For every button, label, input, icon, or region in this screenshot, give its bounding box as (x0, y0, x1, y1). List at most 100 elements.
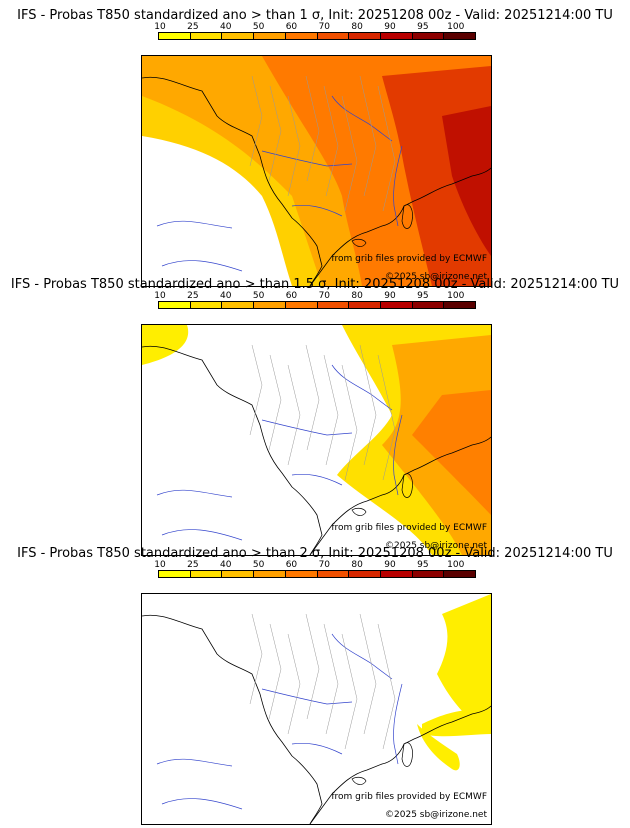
river (261, 419, 353, 436)
river (393, 414, 403, 496)
scale-color-swatch (222, 302, 255, 308)
river (261, 150, 353, 167)
island-outline (401, 742, 413, 767)
scale-tick-label: 40 (219, 560, 232, 570)
island-outline (401, 473, 413, 498)
scale-color-swatch (444, 33, 476, 39)
probability-map: from grib files provided by ECMWF ©2025 … (141, 55, 492, 287)
border-line (268, 623, 282, 720)
scale-tick-label: 90 (384, 291, 396, 301)
prob-area-10 (437, 594, 491, 734)
scale-color-swatch (254, 571, 286, 577)
scale-color-swatch (349, 571, 381, 577)
scale-tick-label: 90 (384, 560, 396, 570)
scale-color-swatch (159, 571, 191, 577)
color-scale-labels: 10 25 40 50 60 70 80 90 95 100 (154, 22, 476, 32)
border-line (359, 75, 377, 197)
scale-color-swatch (444, 302, 476, 308)
island-outline (401, 204, 413, 229)
scale-color-swatch (254, 302, 286, 308)
scale-tick-label: 40 (219, 291, 232, 301)
map-canvas (142, 594, 491, 824)
probability-map: from grib files provided by ECMWF ©2025 … (141, 324, 492, 556)
border-line (323, 85, 339, 197)
river (156, 758, 233, 767)
island-outline (351, 507, 367, 516)
border-line (359, 613, 377, 735)
border-line (305, 75, 320, 182)
border-line (377, 85, 396, 212)
scale-tick-label: 10 (154, 291, 166, 301)
scale-tick-label: 70 (318, 22, 331, 32)
scale-tick-label: 25 (187, 22, 199, 32)
scale-tick-label: 100 (447, 291, 465, 301)
scale-color-swatch (190, 33, 223, 39)
scale-color-swatch (222, 33, 255, 39)
scale-color-swatch (349, 302, 381, 308)
scale-color-swatch (285, 33, 318, 39)
scale-color-swatch (159, 33, 191, 39)
scale-tick-label: 95 (417, 560, 429, 570)
border-line (268, 354, 282, 451)
scale-tick-label: 95 (417, 291, 429, 301)
island-outline (351, 238, 367, 247)
scale-tick-label: 70 (318, 291, 331, 301)
map-canvas (142, 56, 491, 286)
scale-tick-label: 60 (285, 22, 298, 32)
map-canvas (142, 325, 491, 555)
color-scale-bar (158, 301, 476, 309)
border-line (323, 354, 339, 466)
river (261, 688, 353, 705)
scale-tick-label: 10 (154, 560, 166, 570)
scale-tick-label: 90 (384, 22, 396, 32)
scale-tick-label: 70 (318, 560, 331, 570)
scale-tick-label: 95 (417, 22, 429, 32)
scale-color-swatch (412, 33, 445, 39)
scale-tick-label: 10 (154, 22, 166, 32)
scale-color-swatch (412, 302, 445, 308)
scale-color-swatch (412, 571, 445, 577)
border-line (249, 344, 263, 436)
map-title: IFS - Probas T850 standardized ano > tha… (17, 8, 613, 23)
river (331, 633, 393, 680)
scale-tick-label: 50 (252, 560, 265, 570)
scale-tick-label: 80 (351, 22, 363, 32)
scale-color-swatch (317, 33, 350, 39)
scale-tick-label: 25 (187, 560, 199, 570)
prob-area-90 (442, 106, 491, 256)
scale-color-swatch (380, 571, 413, 577)
color-scale-labels: 10 25 40 50 60 70 80 90 95 100 (154, 560, 476, 570)
border-line (249, 75, 263, 167)
scale-color-swatch (285, 302, 318, 308)
scale-color-swatch (380, 33, 413, 39)
scale-tick-label: 100 (447, 560, 465, 570)
border-line (305, 613, 320, 720)
color-scale-bar (158, 570, 476, 578)
prob-area-10b (422, 709, 491, 737)
scale-color-swatch (380, 302, 413, 308)
probability-map: from grib files provided by ECMWF ©2025 … (141, 593, 492, 825)
scale-tick-label: 60 (285, 560, 298, 570)
color-scale-bar (158, 32, 476, 40)
border-line (305, 344, 320, 451)
scale-tick-label: 25 (187, 291, 199, 301)
map-title: IFS - Probas T850 standardized ano > tha… (17, 546, 613, 561)
coastline (142, 76, 323, 286)
coastline (142, 345, 323, 555)
scale-color-swatch (190, 571, 223, 577)
scale-color-swatch (317, 571, 350, 577)
scale-color-swatch (254, 33, 286, 39)
border-line (341, 364, 358, 481)
scale-color-swatch (190, 302, 223, 308)
copyright-note: ©2025 sb@irizone.net (385, 541, 487, 551)
river (331, 95, 393, 142)
border-line (377, 354, 396, 481)
prob-area-10c (417, 724, 460, 771)
river (156, 220, 233, 229)
source-note: from grib files provided by ECMWF (331, 792, 487, 802)
scale-tick-label: 100 (447, 22, 465, 32)
scale-color-swatch (317, 302, 350, 308)
river (393, 683, 403, 765)
scale-color-swatch (159, 302, 191, 308)
copyright-note: ©2025 sb@irizone.net (385, 272, 487, 282)
